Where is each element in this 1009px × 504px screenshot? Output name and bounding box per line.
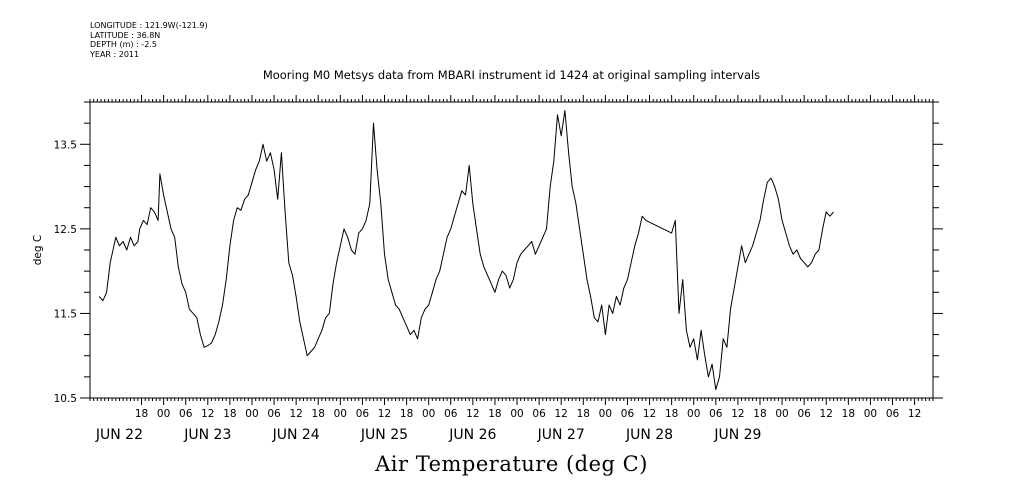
x-tick-label: 12 xyxy=(466,408,479,420)
x-tick-label: 12 xyxy=(820,408,833,420)
x-tick-label: 06 xyxy=(532,408,546,420)
x-date-label: JUN 23 xyxy=(183,427,231,443)
x-tick-label: 00 xyxy=(157,408,170,420)
x-tick-label: 06 xyxy=(444,408,458,420)
x-tick-label: 00 xyxy=(245,408,258,420)
x-tick-label: 18 xyxy=(400,408,413,420)
metadata-block: LONGITUDE : 121.9W(-121.9) LATITUDE : 36… xyxy=(90,21,208,59)
chart-title: Mooring M0 Metsys data from MBARI instru… xyxy=(262,68,761,82)
x-date-label: JUN 26 xyxy=(448,427,496,443)
x-tick-label: 06 xyxy=(709,408,723,420)
x-date-label: JUN 25 xyxy=(360,427,408,443)
x-tick-label: 18 xyxy=(577,408,590,420)
depth-text: DEPTH (m) : -2.5 xyxy=(90,40,157,49)
y-tick-label: 13.5 xyxy=(54,139,77,151)
x-tick-label: 12 xyxy=(555,408,568,420)
y-tick-label: 11.5 xyxy=(54,308,77,320)
y-tick-label: 10.5 xyxy=(54,393,77,405)
longitude-text: LONGITUDE : 121.9W(-121.9) xyxy=(90,21,208,30)
x-tick-label: 18 xyxy=(223,408,236,420)
x-tick-label: 18 xyxy=(842,408,855,420)
x-tick-label: 18 xyxy=(488,408,501,420)
x-tick-label: 06 xyxy=(356,408,370,420)
latitude-text: LATITUDE : 36.8N xyxy=(90,30,161,40)
axes-layer: 18 00 06 12 18 00 06 12 18 00 06 12 18 00 06 12 18 00 06 12… xyxy=(54,95,943,443)
x-tick-label: 00 xyxy=(864,408,877,420)
x-tick-label: 12 xyxy=(378,408,391,420)
x-tick-label: 00 xyxy=(599,408,612,420)
x-tick-label: 00 xyxy=(422,408,435,420)
x-tick-label: 00 xyxy=(687,408,700,420)
x-tick-label: 18 xyxy=(665,408,678,420)
series-layer xyxy=(98,110,834,390)
x-tick-label: 12 xyxy=(201,408,214,420)
y-tick-label: 12.5 xyxy=(54,224,77,236)
x-date-label: JUN 27 xyxy=(537,427,585,443)
x-tick-label: 06 xyxy=(886,408,900,420)
x-tick-label: 00 xyxy=(334,408,347,420)
x-date-label: JUN 22 xyxy=(95,427,143,443)
x-tick-label: 06 xyxy=(267,408,281,420)
y-axis-label: deg C xyxy=(32,235,44,265)
x-tick-label: 00 xyxy=(510,408,523,420)
x-tick-label: 12 xyxy=(289,408,302,420)
year-text: YEAR : 2011 xyxy=(90,49,140,59)
x-tick-label: 12 xyxy=(731,408,744,420)
x-date-label: JUN 28 xyxy=(625,427,673,443)
x-tick-label: 06 xyxy=(621,408,635,420)
x-date-label: JUN 24 xyxy=(272,427,320,443)
x-tick-label: 18 xyxy=(135,408,148,420)
x-tick-label: 12 xyxy=(908,408,921,420)
x-tick-label: 12 xyxy=(643,408,656,420)
x-tick-label: 06 xyxy=(179,408,193,420)
x-tick-label: 18 xyxy=(312,408,325,420)
air-temperature-line xyxy=(98,110,834,390)
x-date-label: JUN 29 xyxy=(713,427,761,443)
x-tick-label: 06 xyxy=(797,408,811,420)
x-axis-label: Air Temperature (deg C) xyxy=(375,452,648,476)
plot-frame xyxy=(89,101,934,399)
x-tick-label: 18 xyxy=(753,408,766,420)
x-tick-label: 00 xyxy=(775,408,788,420)
